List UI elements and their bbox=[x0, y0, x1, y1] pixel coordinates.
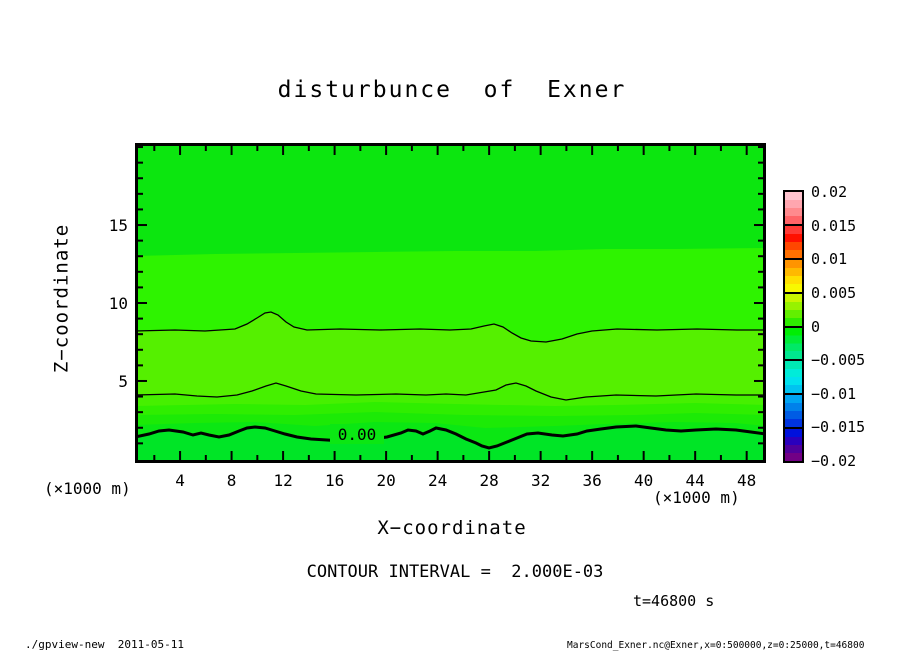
y-tick-label: 5 bbox=[118, 371, 128, 391]
contour-interval-note: CONTOUR INTERVAL = 2.000E-03 bbox=[306, 562, 604, 582]
colorbar-tick-label: −0.005 bbox=[811, 351, 866, 370]
x-tick-label: 12 bbox=[273, 471, 293, 490]
x-tick-label: 28 bbox=[479, 471, 499, 490]
colorbar-tick-label: 0.01 bbox=[811, 250, 848, 269]
plot-border bbox=[135, 143, 766, 463]
colorbar-tick-label: −0.015 bbox=[811, 418, 866, 437]
x-tick-label: 16 bbox=[324, 471, 345, 490]
y-tick-label: 10 bbox=[108, 294, 128, 313]
x-tick-label: 24 bbox=[427, 471, 448, 490]
footer-source-info: MarsCond_Exner.nc@Exner,x=0:500000,z=0:2… bbox=[567, 640, 865, 651]
colorbar-tick-label: 0 bbox=[811, 317, 821, 336]
contour-label-mask bbox=[330, 424, 384, 444]
colorbar-segment bbox=[785, 192, 802, 226]
chart-title: disturbunce of Exner bbox=[277, 77, 627, 103]
contour-line bbox=[135, 311, 766, 343]
x-tick-label: 48 bbox=[737, 471, 757, 490]
y-axis-unit-label: (×1000 m) bbox=[44, 479, 131, 498]
x-tick-label: 4 bbox=[175, 471, 185, 490]
colorbar bbox=[783, 190, 804, 463]
colorbar-segment bbox=[785, 395, 802, 430]
x-tick-label: 20 bbox=[376, 471, 396, 490]
x-axis-title: X−coordinate bbox=[377, 517, 527, 539]
x-axis-unit-label: (×1000 m) bbox=[653, 488, 740, 507]
colorbar-segment bbox=[785, 327, 802, 362]
x-tick-label: 40 bbox=[634, 471, 654, 490]
colorbar-segment bbox=[785, 429, 802, 461]
contour-line bbox=[135, 424, 766, 450]
colorbar-tick-label: 0.005 bbox=[811, 283, 857, 302]
y-tick-label: 15 bbox=[108, 216, 128, 236]
x-tick-label: 36 bbox=[582, 471, 602, 490]
time-stamp: t=46800 s bbox=[633, 592, 715, 610]
colorbar-segment bbox=[785, 225, 802, 260]
x-tick-label: 32 bbox=[531, 471, 551, 490]
x-tick-label: 44 bbox=[685, 471, 705, 490]
fill-band bbox=[135, 426, 766, 463]
footer-command-line: ./gpview-new 2011-05-11 bbox=[25, 638, 184, 651]
contour-value-label: 0.00 bbox=[338, 425, 377, 444]
x-tick-label: 8 bbox=[226, 471, 237, 490]
contour-plot-area: 0.00 bbox=[135, 143, 766, 463]
colorbar-tick-label: 0.02 bbox=[811, 183, 848, 201]
contour-line bbox=[135, 382, 766, 401]
colorbar-tick-label: 0.015 bbox=[811, 216, 857, 235]
colorbar-segment bbox=[785, 361, 802, 396]
colorbar-segment bbox=[785, 259, 802, 294]
y-axis-title: Z−coordinate bbox=[50, 223, 73, 374]
colorbar-tick-label: −0.01 bbox=[811, 384, 857, 403]
colorbar-segment bbox=[785, 293, 802, 328]
colorbar-tick-label: −0.02 bbox=[811, 452, 857, 470]
